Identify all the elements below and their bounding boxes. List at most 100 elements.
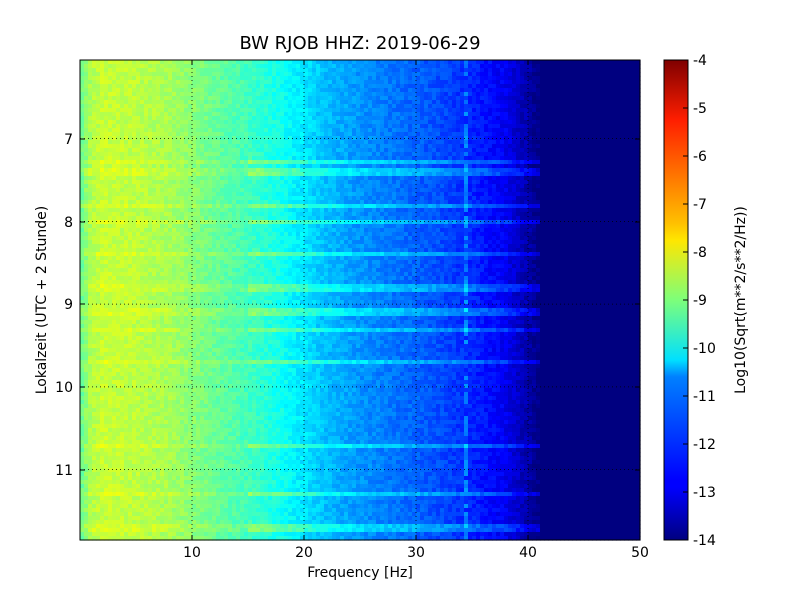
heatmap-cell <box>452 68 457 73</box>
heatmap-cell <box>340 80 345 85</box>
heatmap-cell <box>532 112 537 117</box>
heatmap-cell <box>160 92 165 97</box>
heatmap-cell <box>240 172 245 177</box>
heatmap-cell <box>620 184 625 189</box>
heatmap-cell <box>204 148 209 153</box>
heatmap-cell <box>336 120 341 125</box>
heatmap-cell <box>172 144 177 149</box>
heatmap-cell <box>176 148 181 153</box>
heatmap-cell <box>420 140 425 145</box>
heatmap-cell <box>512 180 517 185</box>
heatmap-cell <box>580 192 585 197</box>
heatmap-cell <box>148 184 153 189</box>
heatmap-cell <box>228 104 233 109</box>
heatmap-cell <box>144 96 149 101</box>
heatmap-cell <box>308 112 313 117</box>
heatmap-cell <box>248 164 253 169</box>
heatmap-cell <box>168 100 173 105</box>
heatmap-cell <box>436 104 441 109</box>
heatmap-cell <box>456 192 461 197</box>
heatmap-cell <box>504 80 509 85</box>
heatmap-cell <box>528 164 533 169</box>
heatmap-cell <box>572 176 577 181</box>
heatmap-cell <box>164 60 169 65</box>
heatmap-cell <box>624 108 629 113</box>
heatmap-cell <box>84 184 89 189</box>
heatmap-cell <box>136 156 141 161</box>
heatmap-cell <box>388 184 393 189</box>
heatmap-cell <box>80 72 85 77</box>
heatmap-cell <box>460 140 465 145</box>
heatmap-cell <box>488 196 493 201</box>
heatmap-cell <box>304 84 309 89</box>
heatmap-cell <box>596 132 601 137</box>
heatmap-cell <box>544 164 549 169</box>
heatmap-cell <box>440 108 445 113</box>
heatmap-cell <box>580 120 585 125</box>
heatmap-cell <box>284 68 289 73</box>
heatmap-cell <box>408 196 413 201</box>
heatmap-cell <box>384 100 389 105</box>
heatmap-cell <box>424 120 429 125</box>
heatmap-cell <box>304 140 309 145</box>
heatmap-cell <box>152 72 157 77</box>
heatmap-cell <box>136 68 141 73</box>
heatmap-cell <box>544 176 549 181</box>
heatmap-cell <box>356 164 361 169</box>
heatmap-cell <box>360 128 365 133</box>
heatmap-cell <box>80 124 85 129</box>
heatmap-cell <box>304 188 309 193</box>
heatmap-cell <box>160 112 165 117</box>
heatmap-cell <box>80 152 85 157</box>
heatmap-cell <box>132 76 137 81</box>
heatmap-cell <box>92 200 97 205</box>
heatmap-cell <box>564 108 569 113</box>
heatmap-cell <box>400 148 405 153</box>
heatmap-cell <box>96 120 101 125</box>
heatmap-cell <box>488 104 493 109</box>
heatmap-cell <box>424 124 429 129</box>
heatmap-cell <box>348 180 353 185</box>
heatmap-cell <box>184 184 189 189</box>
heatmap-cell <box>196 164 201 169</box>
heatmap-cell <box>380 184 385 189</box>
heatmap-cell <box>112 148 117 153</box>
heatmap-cell <box>132 128 137 133</box>
heatmap-cell <box>416 96 421 101</box>
heatmap-cell <box>180 132 185 137</box>
heatmap-cell <box>384 192 389 197</box>
heatmap-cell <box>280 116 285 121</box>
heatmap-cell <box>396 124 401 129</box>
heatmap-cell <box>448 76 453 81</box>
heatmap-cell <box>500 108 505 113</box>
heatmap-cell <box>540 160 545 165</box>
heatmap-cell <box>400 68 405 73</box>
heatmap-cell <box>156 68 161 73</box>
heatmap-cell <box>424 152 429 157</box>
heatmap-cell <box>560 96 565 101</box>
heatmap-cell <box>288 100 293 105</box>
heatmap-cell <box>160 188 165 193</box>
heatmap-cell <box>332 84 337 89</box>
heatmap-cell <box>464 68 469 73</box>
heatmap-cell <box>476 144 481 149</box>
heatmap-cell <box>308 60 313 65</box>
heatmap-cell <box>84 160 89 165</box>
heatmap-cell <box>240 100 245 105</box>
heatmap-cell <box>612 140 617 145</box>
heatmap-cell <box>216 160 221 165</box>
heatmap-cell <box>376 156 381 161</box>
heatmap-cell <box>484 64 489 69</box>
heatmap-cell <box>148 124 153 129</box>
heatmap-cell <box>232 160 237 165</box>
heatmap-cell <box>388 60 393 65</box>
heatmap-cell <box>404 100 409 105</box>
heatmap-cell <box>460 92 465 97</box>
heatmap-cell <box>192 120 197 125</box>
heatmap-cell <box>516 68 521 73</box>
heatmap-cell <box>452 128 457 133</box>
heatmap-cell <box>272 144 277 149</box>
heatmap-cell <box>580 184 585 189</box>
heatmap-cell <box>436 156 441 161</box>
heatmap-cell <box>152 140 157 145</box>
